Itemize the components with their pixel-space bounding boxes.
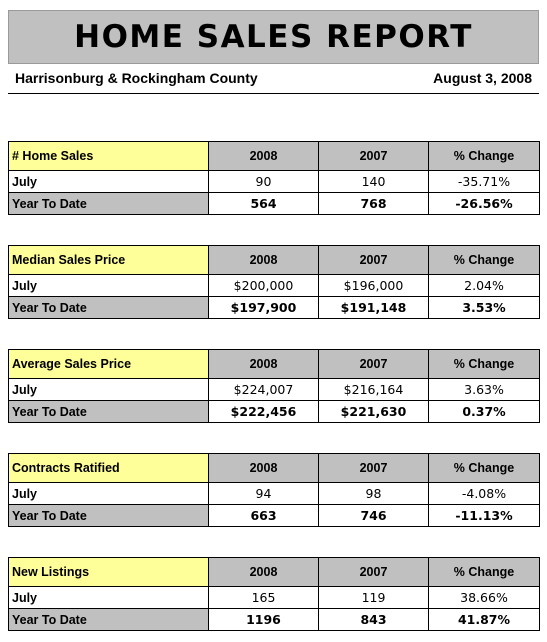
column-header-2008: 2008 <box>208 349 319 379</box>
column-header-2007: 2007 <box>318 349 429 379</box>
table-row-july: July 165 119 38.66% <box>8 586 540 609</box>
table-row-july: July $200,000 $196,000 2.04% <box>8 274 540 297</box>
section-title: Average Sales Price <box>8 349 209 379</box>
value-2008: $200,000 <box>208 274 319 297</box>
value-2007: 843 <box>318 608 429 631</box>
value-2008: $197,900 <box>208 296 319 319</box>
value-2008: 90 <box>208 170 319 193</box>
column-header-change: % Change <box>428 453 540 483</box>
average-price-table: Average Sales Price 2008 2007 % Change J… <box>8 349 540 423</box>
column-header-change: % Change <box>428 557 540 587</box>
report-title: HOME SALES REPORT <box>74 19 473 55</box>
table-header-row: Contracts Ratified 2008 2007 % Change <box>8 453 540 483</box>
report-date: August 3, 2008 <box>433 69 532 86</box>
value-change: 2.04% <box>428 274 540 297</box>
value-2007: 98 <box>318 482 429 505</box>
table-row-july: July 90 140 -35.71% <box>8 170 540 193</box>
row-label: July <box>8 586 209 609</box>
home-sales-table: # Home Sales 2008 2007 % Change July 90 … <box>8 141 540 215</box>
row-label: July <box>8 274 209 297</box>
table-row-ytd: Year To Date 564 768 -26.56% <box>8 192 540 215</box>
row-label: Year To Date <box>8 608 209 631</box>
value-change: 41.87% <box>428 608 540 631</box>
value-2007: $196,000 <box>318 274 429 297</box>
value-change: 38.66% <box>428 586 540 609</box>
row-label: Year To Date <box>8 504 209 527</box>
section-title: Contracts Ratified <box>8 453 209 483</box>
table-row-july: July $224,007 $216,164 3.63% <box>8 378 540 401</box>
table-header-row: New Listings 2008 2007 % Change <box>8 557 540 587</box>
value-change: 3.53% <box>428 296 540 319</box>
value-change: -26.56% <box>428 192 540 215</box>
value-2008: 663 <box>208 504 319 527</box>
table-header-row: Average Sales Price 2008 2007 % Change <box>8 349 540 379</box>
section-title: Median Sales Price <box>8 245 209 275</box>
row-label: Year To Date <box>8 192 209 215</box>
value-2008: 564 <box>208 192 319 215</box>
section-title: # Home Sales <box>8 141 209 171</box>
region-label: Harrisonburg & Rockingham County <box>15 69 258 86</box>
table-row-july: July 94 98 -4.08% <box>8 482 540 505</box>
column-header-change: % Change <box>428 349 540 379</box>
column-header-2007: 2007 <box>318 453 429 483</box>
column-header-2007: 2007 <box>318 245 429 275</box>
row-label: Year To Date <box>8 296 209 319</box>
column-header-2007: 2007 <box>318 557 429 587</box>
row-label: July <box>8 170 209 193</box>
table-header-row: # Home Sales 2008 2007 % Change <box>8 141 540 171</box>
contracts-ratified-table: Contracts Ratified 2008 2007 % Change Ju… <box>8 453 540 527</box>
column-header-2008: 2008 <box>208 141 319 171</box>
value-change: 0.37% <box>428 400 540 423</box>
column-header-change: % Change <box>428 245 540 275</box>
row-label: Year To Date <box>8 400 209 423</box>
value-change: -4.08% <box>428 482 540 505</box>
table-row-ytd: Year To Date 1196 843 41.87% <box>8 608 540 631</box>
value-2008: 165 <box>208 586 319 609</box>
value-2007: $216,164 <box>318 378 429 401</box>
value-change: 3.63% <box>428 378 540 401</box>
value-2008: $224,007 <box>208 378 319 401</box>
median-price-table: Median Sales Price 2008 2007 % Change Ju… <box>8 245 540 319</box>
column-header-change: % Change <box>428 141 540 171</box>
column-header-2008: 2008 <box>208 557 319 587</box>
column-header-2007: 2007 <box>318 141 429 171</box>
value-change: -35.71% <box>428 170 540 193</box>
row-label: July <box>8 482 209 505</box>
value-2007: $191,148 <box>318 296 429 319</box>
table-row-ytd: Year To Date $222,456 $221,630 0.37% <box>8 400 540 423</box>
value-2008: $222,456 <box>208 400 319 423</box>
value-2007: 768 <box>318 192 429 215</box>
value-change: -11.13% <box>428 504 540 527</box>
table-header-row: Median Sales Price 2008 2007 % Change <box>8 245 540 275</box>
value-2008: 94 <box>208 482 319 505</box>
value-2007: 746 <box>318 504 429 527</box>
column-header-2008: 2008 <box>208 245 319 275</box>
section-title: New Listings <box>8 557 209 587</box>
value-2007: $221,630 <box>318 400 429 423</box>
new-listings-table: New Listings 2008 2007 % Change July 165… <box>8 557 540 631</box>
value-2008: 1196 <box>208 608 319 631</box>
row-label: July <box>8 378 209 401</box>
report-banner: HOME SALES REPORT <box>8 10 539 64</box>
table-row-ytd: Year To Date $197,900 $191,148 3.53% <box>8 296 540 319</box>
column-header-2008: 2008 <box>208 453 319 483</box>
report-subheader: Harrisonburg & Rockingham County August … <box>8 64 539 94</box>
value-2007: 140 <box>318 170 429 193</box>
table-row-ytd: Year To Date 663 746 -11.13% <box>8 504 540 527</box>
value-2007: 119 <box>318 586 429 609</box>
